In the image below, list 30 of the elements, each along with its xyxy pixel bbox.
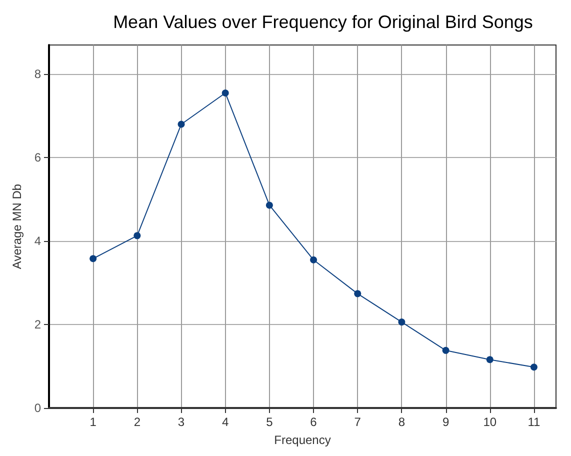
x-axis-title: Frequency: [274, 433, 331, 447]
x-tick-label: 6: [310, 415, 318, 429]
point: [486, 356, 494, 364]
chart-title: Mean Values over Frequency for Original Bird Songs: [113, 12, 533, 32]
x-tick-label: 10: [483, 415, 497, 429]
point: [222, 89, 229, 96]
point: [90, 255, 97, 262]
x-tick-label: 3: [178, 415, 185, 429]
y-tick-label: 0: [34, 401, 42, 415]
point: [266, 202, 273, 209]
point: [310, 256, 318, 264]
y-axis-title: Average MN Db: [10, 184, 24, 270]
y-tick-label: 4: [34, 234, 42, 248]
point: [398, 318, 406, 326]
x-tick-label: 11: [528, 415, 541, 429]
y-tick-label: 8: [34, 67, 42, 82]
y-tick-label: 2: [34, 318, 42, 332]
x-tick-label: 4: [222, 415, 230, 429]
point: [354, 290, 362, 298]
x-tick-label: 5: [266, 415, 274, 429]
x-tick-label: 2: [134, 415, 141, 429]
point: [178, 120, 185, 128]
point: [530, 364, 538, 371]
x-tick-label: 7: [354, 415, 362, 429]
x-tick-label: 8: [398, 415, 406, 429]
point: [134, 232, 141, 240]
point: [442, 346, 450, 354]
y-tick-label: 6: [34, 150, 42, 165]
x-tick-label: 9: [442, 415, 450, 429]
x-tick-label: 1: [90, 415, 97, 429]
